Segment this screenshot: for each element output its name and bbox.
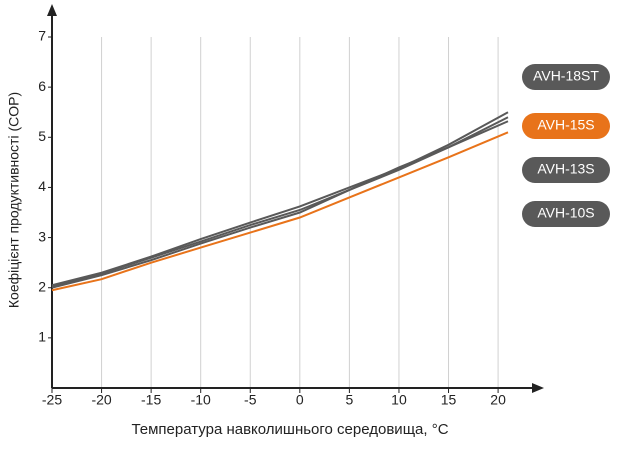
x-tick-label: -5 bbox=[244, 392, 257, 408]
y-tick-label: 4 bbox=[38, 178, 46, 194]
legend-swatch bbox=[522, 113, 610, 139]
legend-swatch bbox=[522, 201, 610, 227]
legend-label: AVH-13S bbox=[537, 161, 594, 177]
y-axis-arrow bbox=[47, 4, 57, 16]
x-axis-title: Температура навколишнього середовища, °C bbox=[131, 421, 448, 438]
x-tick-label: 0 bbox=[296, 392, 304, 408]
x-tick-label: 10 bbox=[391, 392, 407, 408]
y-tick-label: 1 bbox=[38, 329, 46, 345]
y-tick-label: 7 bbox=[38, 28, 46, 44]
y-tick-label: 2 bbox=[38, 278, 46, 294]
y-tick-label: 5 bbox=[38, 128, 46, 144]
legend-swatch bbox=[522, 157, 610, 183]
y-axis-title: Коефіцієнт продуктивності (COP) bbox=[6, 92, 22, 308]
series-line bbox=[51, 111, 509, 287]
x-tick-label: 15 bbox=[441, 392, 457, 408]
legend-swatch bbox=[522, 64, 610, 90]
x-tick-label: -20 bbox=[91, 392, 111, 408]
legend-label: AVH-15S bbox=[537, 117, 594, 133]
x-tick-label: -10 bbox=[191, 392, 211, 408]
series-line bbox=[51, 120, 509, 289]
x-tick-label: 20 bbox=[490, 392, 506, 408]
grid bbox=[51, 37, 499, 388]
series-line bbox=[51, 116, 509, 288]
x-tick-label: -15 bbox=[141, 392, 161, 408]
x-tick-label: 5 bbox=[345, 392, 353, 408]
x-tick-label: -25 bbox=[42, 392, 62, 408]
series-line bbox=[51, 131, 509, 292]
legend-label: AVH-10S bbox=[537, 205, 594, 221]
y-tick-label: 6 bbox=[38, 78, 46, 94]
y-tick-label: 3 bbox=[38, 228, 46, 244]
legend-label: AVH-18ST bbox=[533, 68, 599, 84]
x-axis-arrow bbox=[532, 383, 544, 393]
